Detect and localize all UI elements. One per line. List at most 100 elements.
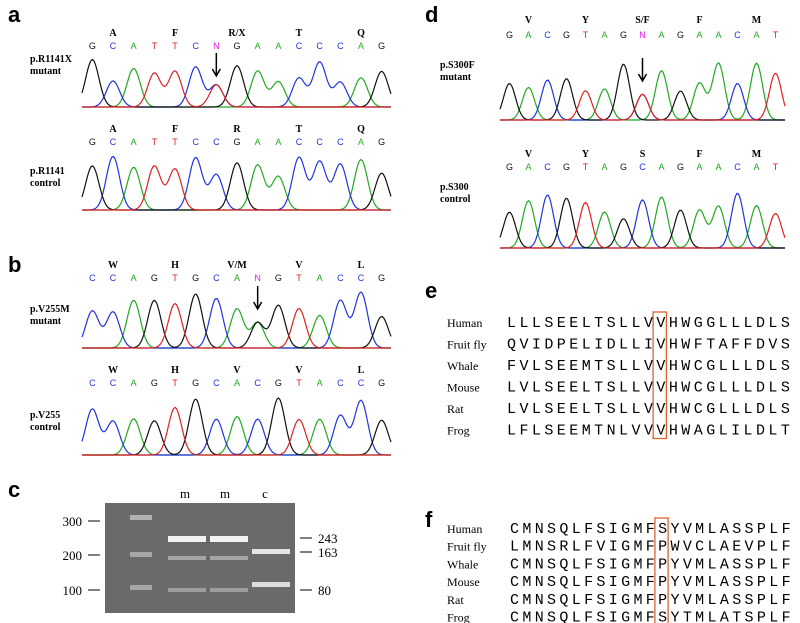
panel-label: e (425, 278, 437, 303)
base: A (234, 378, 240, 388)
base: C (110, 41, 117, 51)
amino-acid: H (171, 365, 179, 376)
sequence: QVIDPELIDLLIVHWFTAFFDVS (507, 337, 790, 354)
amino-acid: Q (357, 124, 365, 135)
species: Fruit fly (447, 540, 487, 554)
base: C (213, 273, 220, 283)
base: A (753, 30, 759, 40)
base: C (337, 273, 344, 283)
sequence: CMNSQLFSIGMFPYVMLASSPLF (510, 592, 791, 609)
gel-ticks (88, 520, 312, 591)
base: A (715, 30, 721, 40)
base: C (337, 41, 344, 51)
base: A (696, 162, 702, 172)
sequence: CMNSQLFSIGMFPYVMLASSPLF (510, 556, 791, 573)
species: Rat (447, 593, 464, 607)
sample-name: p.S300 (440, 182, 469, 193)
sample-name: p.R1141X (30, 54, 73, 65)
band-label: 243 (318, 531, 338, 546)
sample-name: p.V255M (30, 304, 70, 315)
base: T (583, 30, 589, 40)
trace (500, 192, 785, 249)
sample-condition: control (440, 194, 471, 205)
species: Whale (447, 359, 478, 373)
amino-acid: M (752, 15, 762, 26)
base: T (152, 41, 158, 51)
trace (500, 201, 786, 249)
ladder-label: 100 (63, 583, 83, 598)
amino-acid: S (640, 149, 646, 160)
base: G (563, 162, 570, 172)
amino-acid: A (109, 124, 117, 135)
base: A (131, 41, 137, 51)
base: G (378, 41, 385, 51)
base: G (275, 378, 282, 388)
base: G (89, 137, 96, 147)
base: C (89, 273, 96, 283)
sequence: LFLSEEMTNLVVVHWAGLILDLT (507, 423, 790, 440)
sequence: CMNSQLFSIGMFSYTMLATSPLF (510, 610, 791, 623)
amino-acid: V (525, 15, 533, 26)
amino-acid: V (295, 260, 303, 271)
base: C (358, 273, 365, 283)
base: A (131, 137, 137, 147)
base: G (192, 378, 199, 388)
base: C (316, 137, 323, 147)
base: C (734, 30, 741, 40)
species: Mouse (447, 575, 480, 589)
base: A (234, 273, 240, 283)
sample-condition: control (30, 422, 61, 433)
amino-acid: V (525, 149, 533, 160)
base: G (192, 273, 199, 283)
base: C (192, 41, 199, 51)
sequence: LMNSRLFVIGMFPWVCLAEVPLF (510, 539, 791, 556)
base: G (506, 30, 513, 40)
amino-acid: L (358, 365, 365, 376)
base: G (506, 162, 513, 172)
sequence: FVLSEEMTSLLVVHWCGLLLDLS (507, 358, 790, 375)
amino-acid: R (233, 124, 241, 135)
base: G (378, 273, 385, 283)
base: A (601, 30, 607, 40)
base: G (378, 137, 385, 147)
amino-acid: A (109, 28, 117, 39)
base: A (131, 273, 137, 283)
sample-name: p.R1141 (30, 166, 65, 177)
species: Whale (447, 557, 478, 571)
base: A (696, 30, 702, 40)
base: A (525, 162, 531, 172)
base: A (715, 162, 721, 172)
base: C (734, 162, 741, 172)
band-label: 163 (318, 545, 338, 560)
base: C (639, 162, 646, 172)
sample-name: p.V255 (30, 410, 60, 421)
base: C (254, 378, 261, 388)
sequence: LVLSEELTSLLVVHWCGLLLDLS (507, 380, 790, 397)
base: C (110, 378, 117, 388)
base: C (213, 137, 220, 147)
base: A (358, 137, 364, 147)
amino-acid: T (296, 28, 303, 39)
conserved-box (654, 517, 669, 623)
base: A (255, 41, 261, 51)
base: T (172, 273, 178, 283)
mutation-arrow (637, 58, 648, 83)
trace (82, 70, 391, 108)
species: Human (447, 522, 482, 536)
sequence: CMNSQLFSIGMFPYVMLASSPLF (510, 574, 791, 591)
base: T (172, 41, 178, 51)
base: G (620, 30, 627, 40)
species: Frog (447, 611, 470, 623)
base: C (337, 137, 344, 147)
amino-acid: Y (582, 149, 590, 160)
trace (82, 406, 391, 456)
base: A (658, 30, 664, 40)
base: T (172, 378, 178, 388)
trace (82, 302, 391, 349)
species: Rat (447, 402, 464, 416)
base: N (213, 41, 220, 51)
lane-label: c (262, 486, 268, 501)
trace (500, 72, 786, 121)
base: A (275, 41, 281, 51)
amino-acid: F (696, 15, 702, 26)
